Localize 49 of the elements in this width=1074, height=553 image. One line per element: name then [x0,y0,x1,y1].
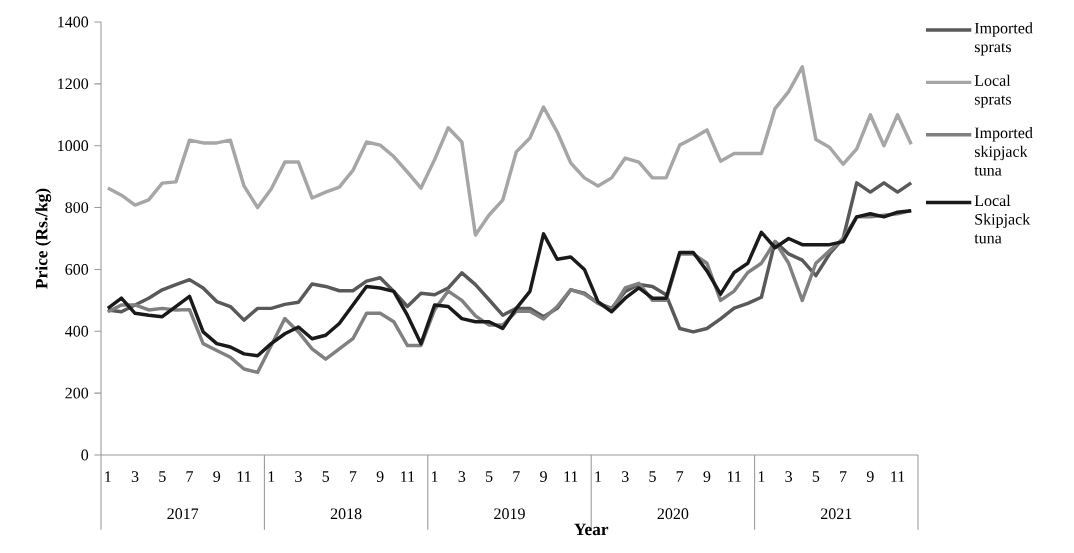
x-tick-label: 5 [649,471,656,482]
text: 2020 [657,508,689,520]
y-tick-label: 1400 [58,16,89,28]
x-tick-label: 5 [812,471,820,482]
x-tick-label: 5 [322,471,330,482]
x-tick-label: 7 [186,471,194,482]
y-tick-label: 200 [65,387,89,399]
x-tick-label: 3 [458,471,466,482]
legend-label: Local Skipjack tuna [974,194,1031,244]
y-tick-label: 1000 [58,140,89,152]
x-tick-label: 5 [159,471,166,482]
x-tick-label: 11 [237,471,251,482]
x-tick-label: 1 [105,471,111,482]
x-tick-label: 3 [131,471,139,482]
x-tick-label: 1 [758,471,765,482]
y-tick-label: 600 [65,264,89,275]
legend-label: Imported skipjack tuna [974,127,1033,176]
x-tick-label: 11 [727,471,741,482]
y-tick-label: 800 [65,202,89,213]
legend-label: Imported sprats [974,22,1033,56]
y-tick-label: 1200 [58,78,89,90]
x-tick-label: 9 [213,471,221,482]
y-tick-label: 400 [65,325,89,337]
x-tick-label: 5 [486,471,493,482]
x-tick-label: 9 [540,471,547,482]
x-tick-label: 3 [785,471,793,482]
legend-label: Local sprats [974,74,1012,108]
x-tick-label: 9 [866,471,874,482]
x-tick-label: 7 [840,471,847,482]
x-tick-label: 1 [268,471,275,482]
x-tick-label: 7 [513,471,520,482]
x-tick-label: 9 [703,471,711,482]
x-tick-label: 9 [376,471,384,482]
x-tick-label: 3 [295,471,302,482]
text: 2021 [821,508,852,520]
y-axis-title: Price (Rs./kg) [35,188,52,289]
x-tick-label: 7 [676,471,684,482]
x-tick-label: 11 [401,471,415,482]
x-tick-label: 11 [564,471,578,482]
y-tick-label: 0 [81,449,89,461]
text: 2019 [494,508,525,520]
text: 2018 [330,508,362,520]
x-tick-label: 7 [349,471,357,482]
x-tick-label: 11 [891,471,905,482]
x-tick-label: 1 [432,471,438,482]
x-axis-title: Year [574,523,609,536]
x-tick-label: 1 [595,471,602,482]
x-tick-label: 3 [622,471,629,482]
text: 2017 [167,508,199,520]
